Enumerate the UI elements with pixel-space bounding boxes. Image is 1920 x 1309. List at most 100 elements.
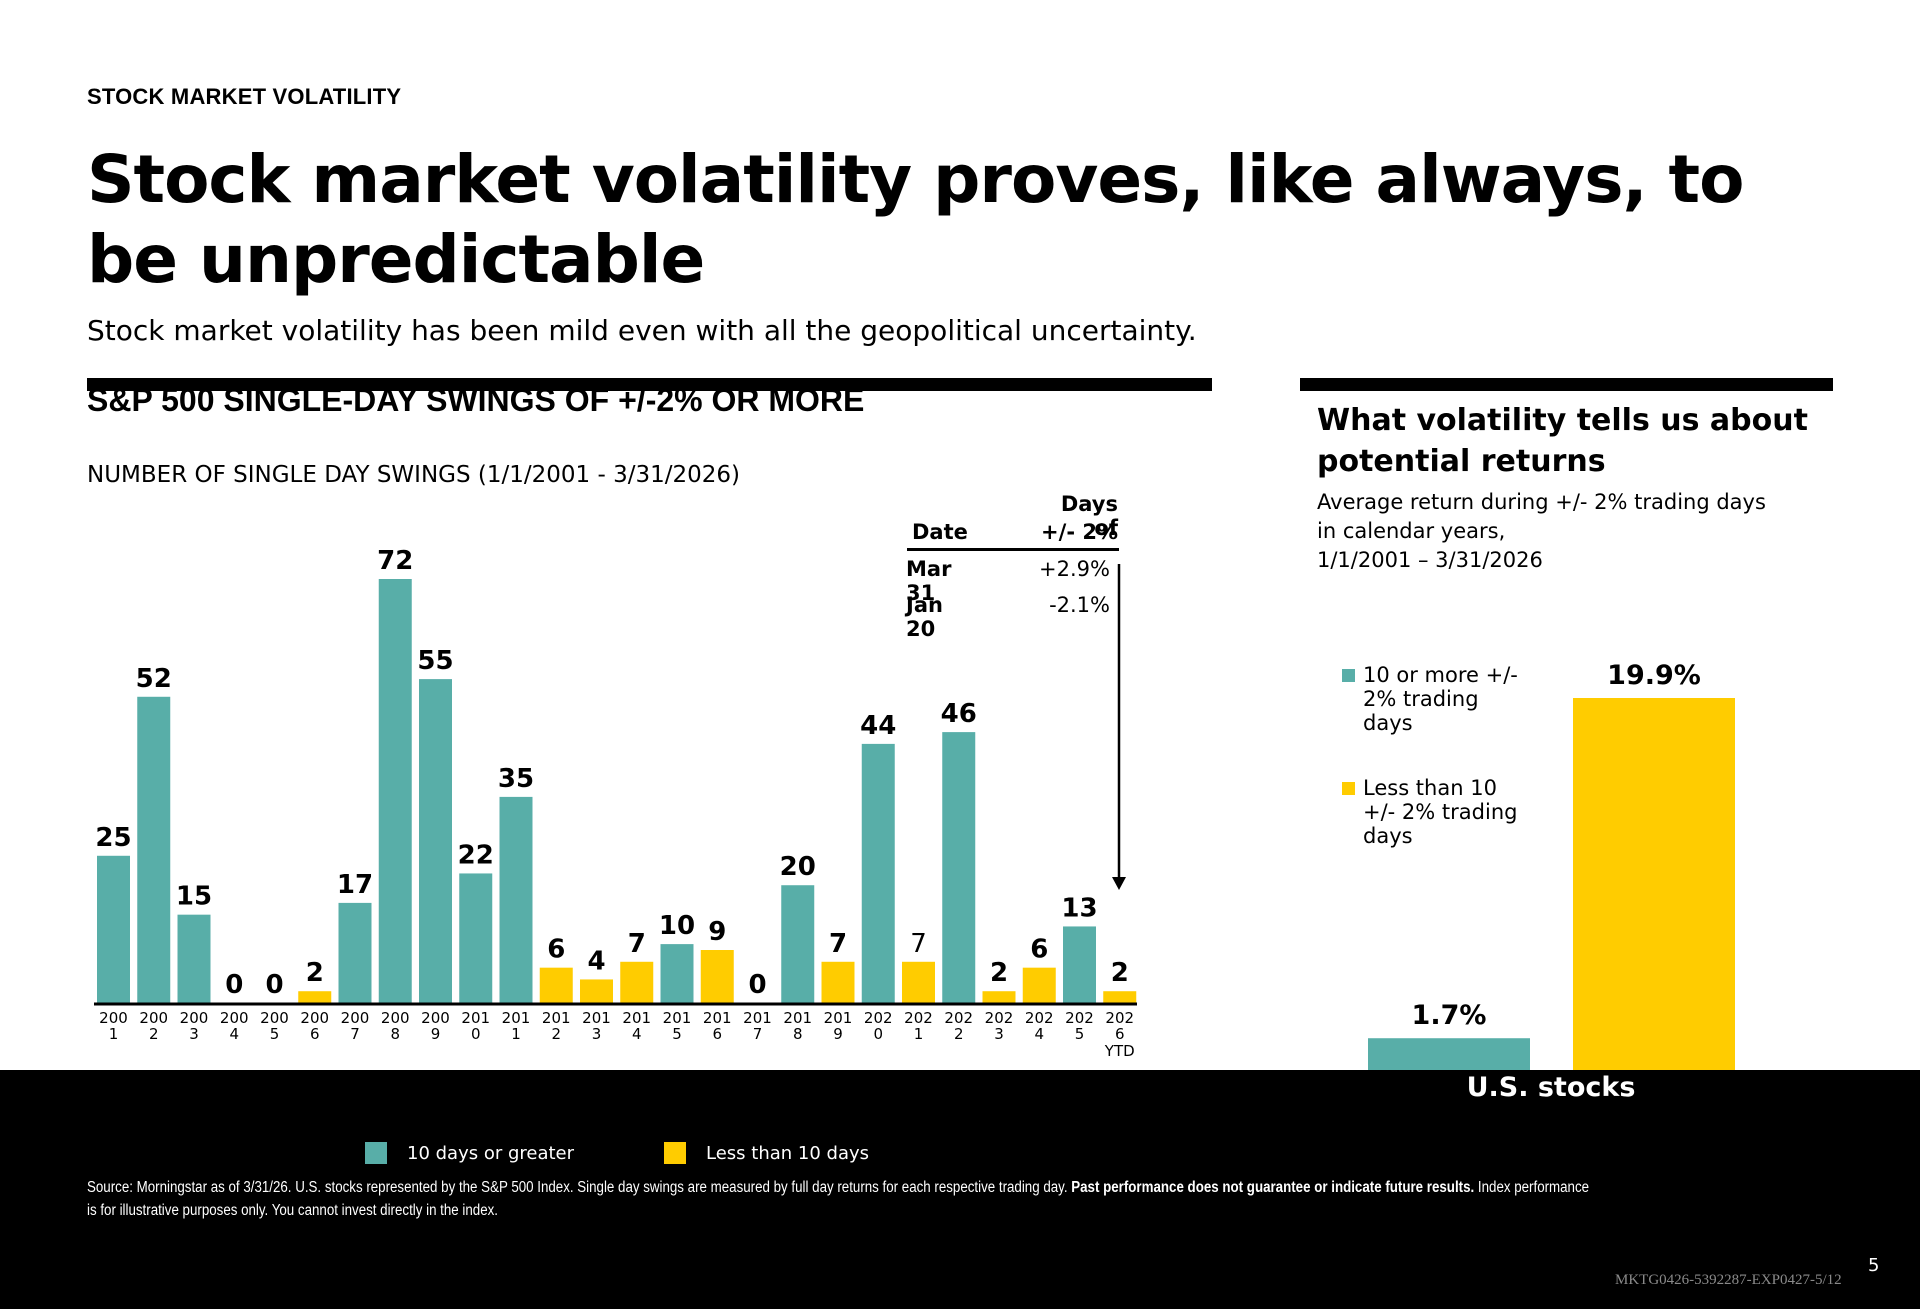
inset-header-days-line2: +/- 2%	[1041, 520, 1118, 544]
x-tick-label: 3	[592, 1025, 602, 1043]
bar-2024	[1022, 967, 1056, 1003]
x-tick-label: 5	[1075, 1025, 1085, 1043]
returns-bar-chart: 1.7% 19.9%	[1368, 660, 1735, 1070]
page-subtitle: Stock market volatility has been mild ev…	[87, 314, 1197, 347]
bar-value-label: 17	[337, 870, 373, 900]
legend-line: days	[1363, 711, 1413, 735]
source-text-line2: is for illustrative purposes only. You c…	[87, 1202, 498, 1219]
bar-value-label: 52	[136, 664, 172, 694]
x-tick-label-ytd: YTD	[1104, 1042, 1135, 1060]
x-tick-label: 0	[471, 1025, 481, 1043]
legend-line: days	[1363, 824, 1413, 848]
bar-value-label: 44	[860, 711, 896, 741]
x-tick-label: 6	[1115, 1025, 1125, 1043]
footer-legend-lt10: Less than 10 days	[664, 1142, 869, 1164]
bar-value-label: 46	[941, 699, 977, 729]
bar-value-label: 0	[748, 970, 766, 1000]
bar-value-label: 7	[829, 929, 847, 959]
x-tick-label: 201	[622, 1009, 651, 1027]
x-tick-label: 202	[944, 1009, 973, 1027]
bar-value-label: 22	[458, 840, 494, 870]
x-tick-label: 9	[431, 1025, 441, 1043]
return-value-label: 19.9%	[1607, 660, 1701, 691]
x-tick-label: 200	[220, 1009, 249, 1027]
chart-subtitle: NUMBER OF SINGLE DAY SWINGS (1/1/2001 - …	[87, 462, 740, 488]
bar-2008	[378, 579, 412, 1003]
bar-value-label: 2	[306, 958, 324, 988]
source-bold-text: Past performance does not guarantee or i…	[1071, 1179, 1475, 1196]
x-tick-label: 201	[502, 1009, 531, 1027]
inset-row-value: +2.9%	[1039, 557, 1110, 581]
footer-legend-ge10: 10 days or greater	[365, 1142, 574, 1164]
bar-2006	[298, 991, 332, 1003]
bar-2009	[419, 679, 452, 1003]
bar-2025	[1063, 926, 1096, 1003]
legend-line: +/- 2% trading	[1363, 800, 1518, 824]
x-tick-label: 202	[864, 1009, 893, 1027]
return-value-label: 1.7%	[1412, 1000, 1487, 1031]
x-tick-label: 4	[632, 1025, 642, 1043]
legend-swatch-yellow	[664, 1142, 686, 1164]
return-bar-ge10	[1368, 1038, 1530, 1070]
x-tick-label: 201	[703, 1009, 732, 1027]
x-tick-label: 200	[99, 1009, 128, 1027]
x-tick-label: 201	[542, 1009, 571, 1027]
x-tick-label: 200	[180, 1009, 209, 1027]
legend-line: 10 or more +/-	[1363, 663, 1518, 687]
bar-value-label: 20	[780, 852, 816, 882]
legend-swatch-teal	[1342, 669, 1355, 682]
x-tick-label: 5	[672, 1025, 682, 1043]
inset-header-days-line1: Days of	[1060, 492, 1118, 540]
bar-2003	[177, 914, 211, 1003]
bar-value-label: 7	[628, 929, 646, 959]
bar-2002	[137, 696, 171, 1003]
right-legend-item-ge10: 10 or more +/- 2% trading days	[1342, 663, 1518, 735]
x-tick-label: 8	[793, 1025, 803, 1043]
bar-value-label: 10	[659, 911, 695, 941]
bar-2015	[660, 944, 694, 1003]
bar-value-label: 13	[1061, 893, 1097, 923]
section-kicker: STOCK MARKET VOLATILITY	[87, 84, 402, 109]
x-tick-label: 7	[753, 1025, 763, 1043]
bar-value-label: 35	[498, 764, 534, 794]
right-section-rule	[1300, 378, 1833, 391]
x-tick-label: 6	[712, 1025, 722, 1043]
right-subtitle-line: Average return during +/- 2% trading day…	[1317, 490, 1766, 514]
inset-row-date: Mar 31	[906, 557, 952, 605]
bar-2007	[338, 902, 372, 1003]
x-tick-label: 201	[582, 1009, 611, 1027]
x-tick-label: 3	[189, 1025, 199, 1043]
x-tick-label: 201	[461, 1009, 490, 1027]
bar-2016	[700, 950, 734, 1003]
bar-value-label: 6	[547, 935, 565, 965]
x-tick-label: 200	[341, 1009, 370, 1027]
bar-2013	[580, 979, 613, 1003]
bar-2011	[499, 796, 533, 1003]
x-tick-label: 202	[904, 1009, 933, 1027]
source-disclaimer: Source: Morningstar as of 3/31/26. U.S. …	[87, 1176, 1807, 1222]
left-section-rule	[87, 378, 1212, 391]
bar-value-label: 9	[708, 917, 726, 947]
x-tick-label: 202	[985, 1009, 1014, 1027]
bar-2023	[982, 991, 1016, 1003]
bar-2022	[942, 732, 976, 1003]
x-tick-label: 202	[1025, 1009, 1054, 1027]
page-number: 5	[1868, 1255, 1880, 1276]
legend-swatch-teal	[365, 1142, 387, 1164]
source-text-tail: Index performance	[1474, 1179, 1590, 1196]
x-tick-label: 7	[350, 1025, 360, 1043]
right-legend-item-lt10: Less than 10 +/- 2% trading days	[1342, 776, 1517, 848]
right-panel-subtitle: Average return during +/- 2% trading day…	[1317, 488, 1837, 575]
document-code: MKTG0426-5392287-EXP0427-5/12	[1615, 1272, 1842, 1288]
x-tick-label: 201	[783, 1009, 812, 1027]
bar-2014	[620, 961, 654, 1003]
bar-2026-ytd	[1103, 991, 1137, 1003]
x-tick-label: 2	[551, 1025, 561, 1043]
inset-header-rule	[907, 548, 1119, 551]
x-tick-label: 1	[511, 1025, 521, 1043]
inset-row-value: -2.1%	[1049, 593, 1110, 617]
source-text: Source: Morningstar as of 3/31/26. U.S. …	[87, 1179, 1072, 1196]
x-tick-label: 2	[149, 1025, 159, 1043]
x-tick-label: 3	[994, 1025, 1004, 1043]
x-tick-label: 4	[1034, 1025, 1044, 1043]
